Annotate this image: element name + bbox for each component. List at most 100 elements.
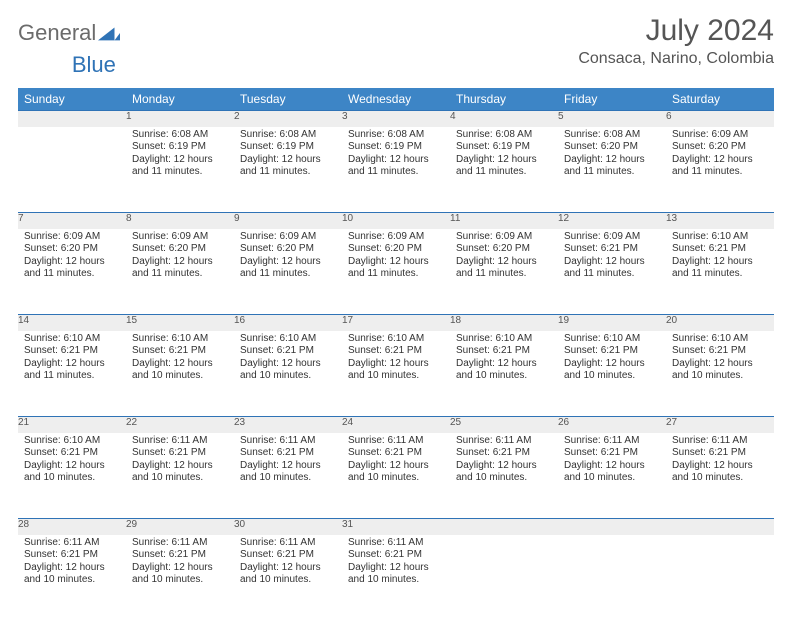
sunrise-line: Sunrise: 6:08 AM — [240, 129, 336, 142]
day-cell: Sunrise: 6:09 AMSunset: 6:21 PMDaylight:… — [558, 229, 666, 315]
day-number: 25 — [450, 417, 558, 433]
sunrise-line: Sunrise: 6:10 AM — [564, 333, 660, 346]
day-cell: Sunrise: 6:11 AMSunset: 6:21 PMDaylight:… — [234, 433, 342, 519]
day-cell — [18, 127, 126, 213]
day-number: 22 — [126, 417, 234, 433]
sunset-line: Sunset: 6:21 PM — [348, 447, 444, 460]
day-cell: Sunrise: 6:10 AMSunset: 6:21 PMDaylight:… — [18, 433, 126, 519]
daylight-line: Daylight: 12 hours and 11 minutes. — [456, 154, 552, 179]
daylight-line: Daylight: 12 hours and 10 minutes. — [456, 358, 552, 383]
day-number: 8 — [126, 213, 234, 229]
weekday-sunday: Sunday — [18, 88, 126, 111]
day-number: 31 — [342, 519, 450, 535]
daylight-line: Daylight: 12 hours and 10 minutes. — [456, 460, 552, 485]
daylight-line: Daylight: 12 hours and 10 minutes. — [564, 460, 660, 485]
day-cell: Sunrise: 6:09 AMSunset: 6:20 PMDaylight:… — [234, 229, 342, 315]
sunrise-line: Sunrise: 6:10 AM — [348, 333, 444, 346]
daylight-line: Daylight: 12 hours and 11 minutes. — [456, 256, 552, 281]
month-title: July 2024 — [578, 14, 774, 48]
sunrise-line: Sunrise: 6:09 AM — [348, 231, 444, 244]
daylight-line: Daylight: 12 hours and 11 minutes. — [672, 256, 768, 281]
brand-logo: General — [18, 20, 122, 46]
daylight-line: Daylight: 12 hours and 11 minutes. — [24, 358, 120, 383]
sunrise-line: Sunrise: 6:10 AM — [672, 231, 768, 244]
sunset-line: Sunset: 6:21 PM — [564, 243, 660, 256]
sunset-line: Sunset: 6:21 PM — [348, 345, 444, 358]
day-cell: Sunrise: 6:08 AMSunset: 6:19 PMDaylight:… — [126, 127, 234, 213]
sunrise-line: Sunrise: 6:10 AM — [672, 333, 768, 346]
day-cell: Sunrise: 6:08 AMSunset: 6:20 PMDaylight:… — [558, 127, 666, 213]
sunrise-line: Sunrise: 6:08 AM — [348, 129, 444, 142]
day-cell: Sunrise: 6:10 AMSunset: 6:21 PMDaylight:… — [18, 331, 126, 417]
sunset-line: Sunset: 6:21 PM — [24, 345, 120, 358]
weekday-tuesday: Tuesday — [234, 88, 342, 111]
day-cell: Sunrise: 6:09 AMSunset: 6:20 PMDaylight:… — [342, 229, 450, 315]
daylight-line: Daylight: 12 hours and 10 minutes. — [348, 358, 444, 383]
sunset-line: Sunset: 6:21 PM — [564, 345, 660, 358]
sunset-line: Sunset: 6:21 PM — [672, 243, 768, 256]
day-number: 26 — [558, 417, 666, 433]
sunset-line: Sunset: 6:21 PM — [456, 345, 552, 358]
day-number: 6 — [666, 111, 774, 127]
sunset-line: Sunset: 6:20 PM — [564, 141, 660, 154]
daylight-line: Daylight: 12 hours and 11 minutes. — [348, 154, 444, 179]
day-number: 13 — [666, 213, 774, 229]
sunrise-line: Sunrise: 6:10 AM — [24, 333, 120, 346]
day-number: 3 — [342, 111, 450, 127]
sunset-line: Sunset: 6:21 PM — [132, 447, 228, 460]
sunrise-line: Sunrise: 6:11 AM — [348, 537, 444, 550]
daylight-line: Daylight: 12 hours and 11 minutes. — [24, 256, 120, 281]
sunset-line: Sunset: 6:21 PM — [132, 549, 228, 562]
day-cell — [450, 535, 558, 621]
sunset-line: Sunset: 6:21 PM — [132, 345, 228, 358]
daylight-line: Daylight: 12 hours and 10 minutes. — [132, 562, 228, 587]
sunrise-line: Sunrise: 6:11 AM — [240, 435, 336, 448]
sunrise-line: Sunrise: 6:10 AM — [24, 435, 120, 448]
sunset-line: Sunset: 6:21 PM — [240, 549, 336, 562]
sunrise-line: Sunrise: 6:09 AM — [240, 231, 336, 244]
sunset-line: Sunset: 6:21 PM — [24, 447, 120, 460]
sunrise-line: Sunrise: 6:11 AM — [456, 435, 552, 448]
weekday-monday: Monday — [126, 88, 234, 111]
daylight-line: Daylight: 12 hours and 11 minutes. — [672, 154, 768, 179]
weekday-saturday: Saturday — [666, 88, 774, 111]
sunrise-line: Sunrise: 6:08 AM — [132, 129, 228, 142]
sunset-line: Sunset: 6:21 PM — [564, 447, 660, 460]
daylight-line: Daylight: 12 hours and 10 minutes. — [348, 460, 444, 485]
sunrise-line: Sunrise: 6:11 AM — [132, 537, 228, 550]
sunrise-line: Sunrise: 6:09 AM — [132, 231, 228, 244]
sunrise-line: Sunrise: 6:11 AM — [672, 435, 768, 448]
daylight-line: Daylight: 12 hours and 11 minutes. — [132, 154, 228, 179]
sunset-line: Sunset: 6:21 PM — [672, 345, 768, 358]
sunset-line: Sunset: 6:21 PM — [240, 447, 336, 460]
day-number: 14 — [18, 315, 126, 331]
day-number: 21 — [18, 417, 126, 433]
day-number: 28 — [18, 519, 126, 535]
sunset-line: Sunset: 6:21 PM — [348, 549, 444, 562]
day-number — [18, 111, 126, 127]
sunset-line: Sunset: 6:20 PM — [348, 243, 444, 256]
day-number: 9 — [234, 213, 342, 229]
day-number: 20 — [666, 315, 774, 331]
day-cell: Sunrise: 6:11 AMSunset: 6:21 PMDaylight:… — [234, 535, 342, 621]
sunrise-line: Sunrise: 6:09 AM — [564, 231, 660, 244]
day-number: 15 — [126, 315, 234, 331]
sunrise-line: Sunrise: 6:09 AM — [672, 129, 768, 142]
day-cell — [666, 535, 774, 621]
daylight-line: Daylight: 12 hours and 11 minutes. — [240, 256, 336, 281]
sunrise-line: Sunrise: 6:11 AM — [348, 435, 444, 448]
day-cell: Sunrise: 6:09 AMSunset: 6:20 PMDaylight:… — [126, 229, 234, 315]
day-cell: Sunrise: 6:11 AMSunset: 6:21 PMDaylight:… — [450, 433, 558, 519]
weekday-wednesday: Wednesday — [342, 88, 450, 111]
day-cell: Sunrise: 6:10 AMSunset: 6:21 PMDaylight:… — [666, 229, 774, 315]
day-cell: Sunrise: 6:11 AMSunset: 6:21 PMDaylight:… — [126, 433, 234, 519]
day-cell: Sunrise: 6:10 AMSunset: 6:21 PMDaylight:… — [126, 331, 234, 417]
weekday-friday: Friday — [558, 88, 666, 111]
sunset-line: Sunset: 6:19 PM — [348, 141, 444, 154]
daylight-line: Daylight: 12 hours and 10 minutes. — [24, 562, 120, 587]
sunrise-line: Sunrise: 6:09 AM — [24, 231, 120, 244]
daylight-line: Daylight: 12 hours and 10 minutes. — [240, 562, 336, 587]
daylight-line: Daylight: 12 hours and 11 minutes. — [564, 256, 660, 281]
sunset-line: Sunset: 6:20 PM — [456, 243, 552, 256]
day-cell: Sunrise: 6:11 AMSunset: 6:21 PMDaylight:… — [18, 535, 126, 621]
